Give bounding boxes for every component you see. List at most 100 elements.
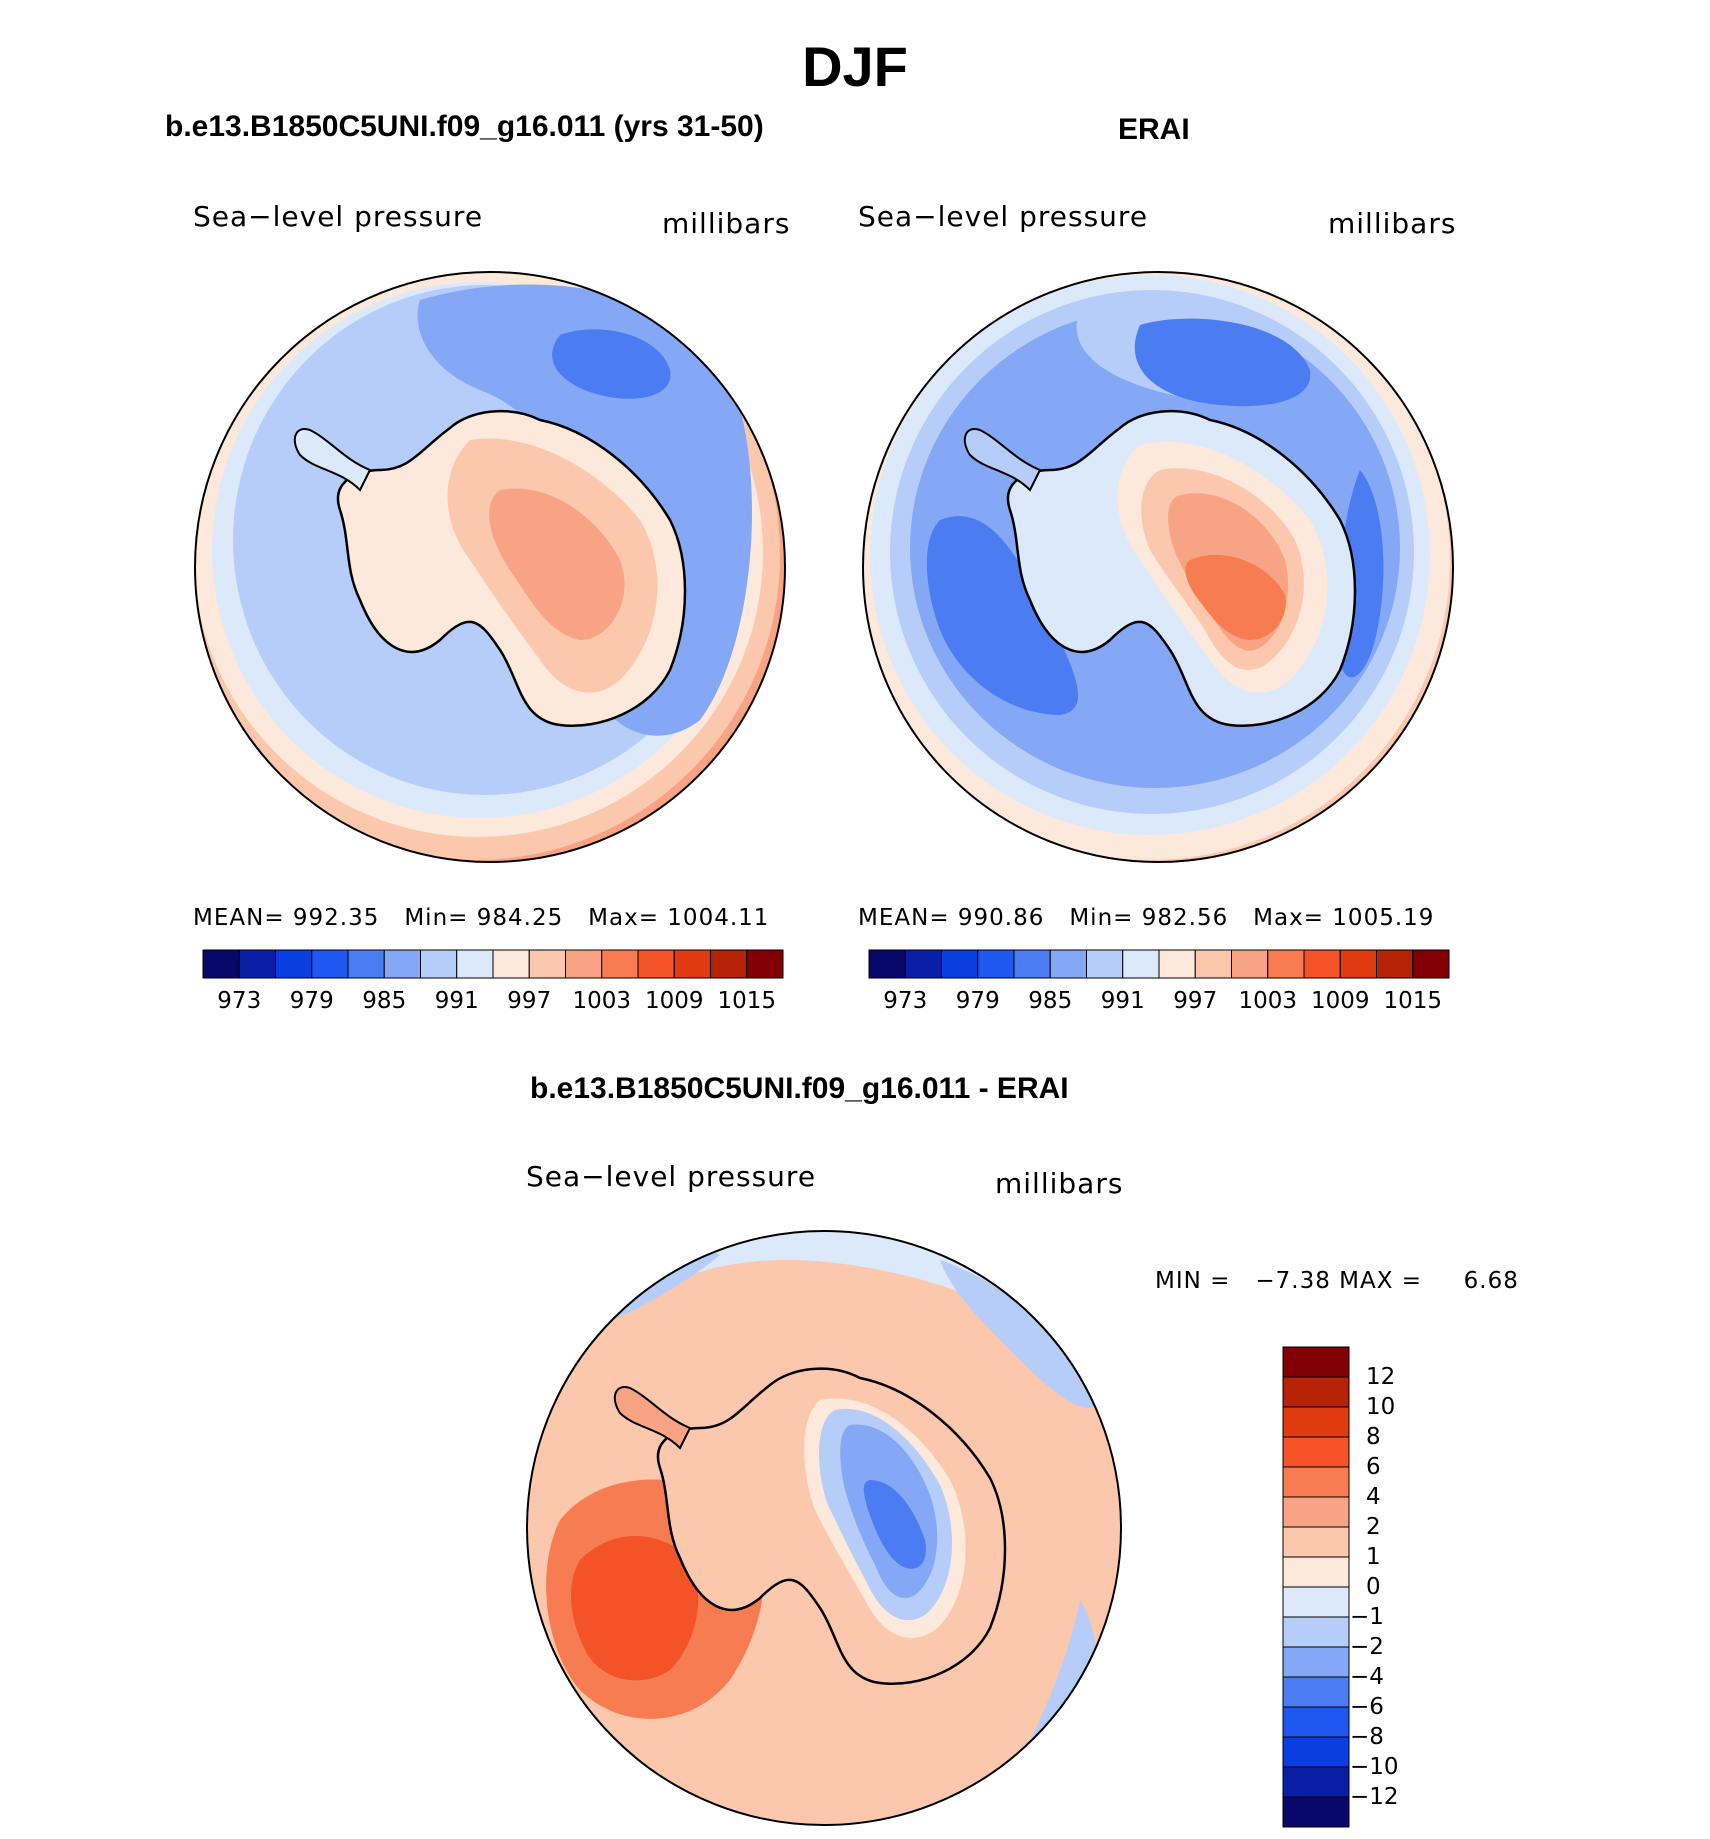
panel-2-mean-value: 990.86 bbox=[957, 905, 1045, 931]
difference-stats: MIN = −7.38 MAX = 6.68 bbox=[1155, 1268, 1519, 1294]
difference-colorbar-cell bbox=[1282, 1616, 1350, 1648]
panel-2-title: ERAI bbox=[1118, 113, 1190, 146]
panel-1-colorbar-tick: 1009 bbox=[644, 988, 704, 1014]
panel-1-min-label: Min= bbox=[404, 905, 469, 931]
difference-colorbar-tick: 6 bbox=[1366, 1454, 1381, 1480]
panel-2-colorbar-tick: 1009 bbox=[1310, 988, 1370, 1014]
difference-max-value: 6.68 bbox=[1463, 1268, 1519, 1294]
difference-colorbar-tick: 12 bbox=[1366, 1364, 1396, 1390]
panel-2-mean-label: MEAN= bbox=[858, 905, 950, 931]
panel-2-colorbar-cell bbox=[1412, 949, 1450, 979]
difference-colorbar-cell bbox=[1282, 1466, 1350, 1498]
panel-2-colorbar-cell bbox=[1194, 949, 1232, 979]
panel-2-colorbar-cell bbox=[1086, 949, 1124, 979]
panel-2-colorbar-cell bbox=[977, 949, 1015, 979]
difference-colorbar-tick: −2 bbox=[1350, 1634, 1384, 1660]
difference-colorbar-cell bbox=[1282, 1736, 1350, 1768]
panel-2-plateau-2 bbox=[1141, 468, 1304, 671]
panel-2-max-value: 1005.19 bbox=[1332, 905, 1435, 931]
panel-1-min-value: 984.25 bbox=[476, 905, 564, 931]
panel-2-colorbar-cell bbox=[1376, 949, 1414, 979]
panel-1-colorbar-tick: 1015 bbox=[717, 988, 777, 1014]
panel-1-colorbar-tick: 991 bbox=[434, 988, 479, 1014]
difference-min-value: −7.38 bbox=[1255, 1268, 1331, 1294]
panel-1-colorbar-cell bbox=[347, 949, 385, 979]
difference-colorbar-cell bbox=[1282, 1676, 1350, 1708]
panel-1-colorbar-cell bbox=[673, 949, 711, 979]
difference-plateau-ring-1 bbox=[804, 1398, 966, 1639]
panel-1-field-band-3 bbox=[212, 282, 748, 818]
panel-1-colorbar-cell bbox=[238, 949, 276, 979]
panel-2-colorbar-cell bbox=[1049, 949, 1087, 979]
difference-colorbar-ticks: 12 10 8 6 4 2 1 0 −1 −2 −4 −6 −8 −10 −12 bbox=[1350, 1347, 1480, 1827]
panel-1-mean-label: MEAN= bbox=[193, 905, 285, 931]
difference-colorbar-cell bbox=[1282, 1526, 1350, 1558]
panel-1-colorbar-cell bbox=[275, 949, 313, 979]
panel-2-colorbar-tick: 991 bbox=[1100, 988, 1145, 1014]
panel-2-colorbar-tick: 997 bbox=[1173, 988, 1218, 1014]
panel-2-colorbar-cell bbox=[1303, 949, 1341, 979]
panel-2-low-east bbox=[1338, 470, 1384, 678]
difference-colorbar-cell bbox=[1282, 1796, 1350, 1828]
difference-map-border bbox=[526, 1230, 1122, 1826]
panel-2-field-band-1 bbox=[863, 272, 1450, 860]
panel-1-colorbar-cell bbox=[601, 949, 639, 979]
panel-1-low-core bbox=[552, 329, 671, 399]
difference-colorbar-cell bbox=[1282, 1556, 1350, 1588]
panel-1-colorbar-cell bbox=[202, 949, 240, 979]
panel-1-colorbar-tick: 979 bbox=[289, 988, 334, 1014]
panel-1-low-east bbox=[417, 284, 753, 736]
difference-colorbar-tick: −12 bbox=[1350, 1784, 1399, 1810]
panel-1-colorbar-tick: 1003 bbox=[572, 988, 632, 1014]
panel-1-colorbar-cell bbox=[528, 949, 566, 979]
difference-colorbar-tick: 1 bbox=[1366, 1544, 1381, 1570]
difference-colorbar-tick: −6 bbox=[1350, 1694, 1384, 1720]
panel-1-max-label: Max= bbox=[588, 905, 659, 931]
panel-1-mean-value: 992.35 bbox=[292, 905, 380, 931]
panel-2-colorbar-tick: 985 bbox=[1028, 988, 1073, 1014]
difference-nw-band bbox=[527, 1231, 1121, 1420]
difference-peninsula bbox=[613, 1386, 692, 1450]
panel-1-stats: MEAN= 992.35 Min= 984.25 Max= 1004.11 bbox=[193, 905, 769, 931]
difference-min-label: MIN = bbox=[1155, 1268, 1231, 1294]
difference-colorbar-tick: −8 bbox=[1350, 1724, 1384, 1750]
panel-1-field-band-2 bbox=[195, 272, 763, 837]
difference-ne-low bbox=[940, 1260, 1100, 1408]
difference-colorbar-tick: −4 bbox=[1350, 1664, 1384, 1690]
panel-1-plateau-core bbox=[489, 488, 625, 640]
panel-2-colorbar-cell bbox=[941, 949, 979, 979]
panel-1-colorbar-cell bbox=[420, 949, 458, 979]
panel-2-map-border bbox=[862, 271, 1454, 863]
panel-1-antarctica bbox=[336, 409, 687, 727]
difference-colorbar-tick: −10 bbox=[1350, 1754, 1399, 1780]
panel-2-colorbar-tick: 973 bbox=[883, 988, 928, 1014]
panel-1-colorbar-cell bbox=[456, 949, 494, 979]
panel-2-colorbar-cell bbox=[1122, 949, 1160, 979]
panel-2-low-west bbox=[926, 516, 1079, 715]
panel-1-colorbar-cell bbox=[565, 949, 603, 979]
difference-colorbar-tick: 4 bbox=[1366, 1484, 1381, 1510]
panel-1-title: b.e13.B1850C5UNI.f09_g16.011 (yrs 31-50) bbox=[165, 110, 764, 143]
panel-2-plateau-1 bbox=[1117, 441, 1328, 693]
panel-2-plateau-core bbox=[1185, 554, 1286, 640]
panel-2-colorbar-cell bbox=[868, 949, 906, 979]
panel-1-colorbar-cell bbox=[383, 949, 421, 979]
panel-2-units: millibars bbox=[1328, 207, 1457, 240]
panel-1-colorbar-cell bbox=[710, 949, 748, 979]
panel-1-colorbar-tick: 997 bbox=[507, 988, 552, 1014]
difference-west-high-core bbox=[570, 1536, 699, 1681]
difference-colorbar-cell bbox=[1282, 1496, 1350, 1528]
panel-2-peninsula bbox=[963, 428, 1042, 492]
panel-2-variable: Sea−level pressure bbox=[858, 200, 1149, 233]
panel-2-max-label: Max= bbox=[1253, 905, 1324, 931]
panel-2-colorbar-cell bbox=[1013, 949, 1051, 979]
difference-colorbar-tick: 10 bbox=[1366, 1394, 1396, 1420]
panel-2-colorbar-tick: 1015 bbox=[1383, 988, 1443, 1014]
panel-1-colorbar-tick: 973 bbox=[217, 988, 262, 1014]
panel-2-field-band-2 bbox=[870, 275, 1430, 835]
panel-2-colorbar bbox=[868, 949, 1450, 979]
panel-1-colorbar bbox=[202, 949, 784, 979]
panel-2-colorbar-ticks: 973 979 985 991 997 1003 1009 1015 bbox=[869, 988, 1449, 1018]
panel-2-antarctica bbox=[1006, 409, 1357, 727]
panel-1-field-band-4 bbox=[233, 285, 737, 795]
